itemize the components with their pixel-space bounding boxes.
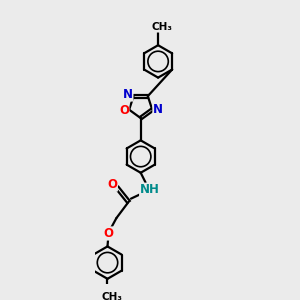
Text: CH₃: CH₃: [101, 292, 122, 300]
Text: NH: NH: [140, 183, 160, 196]
Text: N: N: [123, 88, 133, 101]
Text: O: O: [107, 178, 117, 191]
Text: CH₃: CH₃: [152, 22, 172, 32]
Text: O: O: [119, 104, 129, 117]
Text: N: N: [153, 103, 163, 116]
Text: O: O: [103, 227, 113, 240]
